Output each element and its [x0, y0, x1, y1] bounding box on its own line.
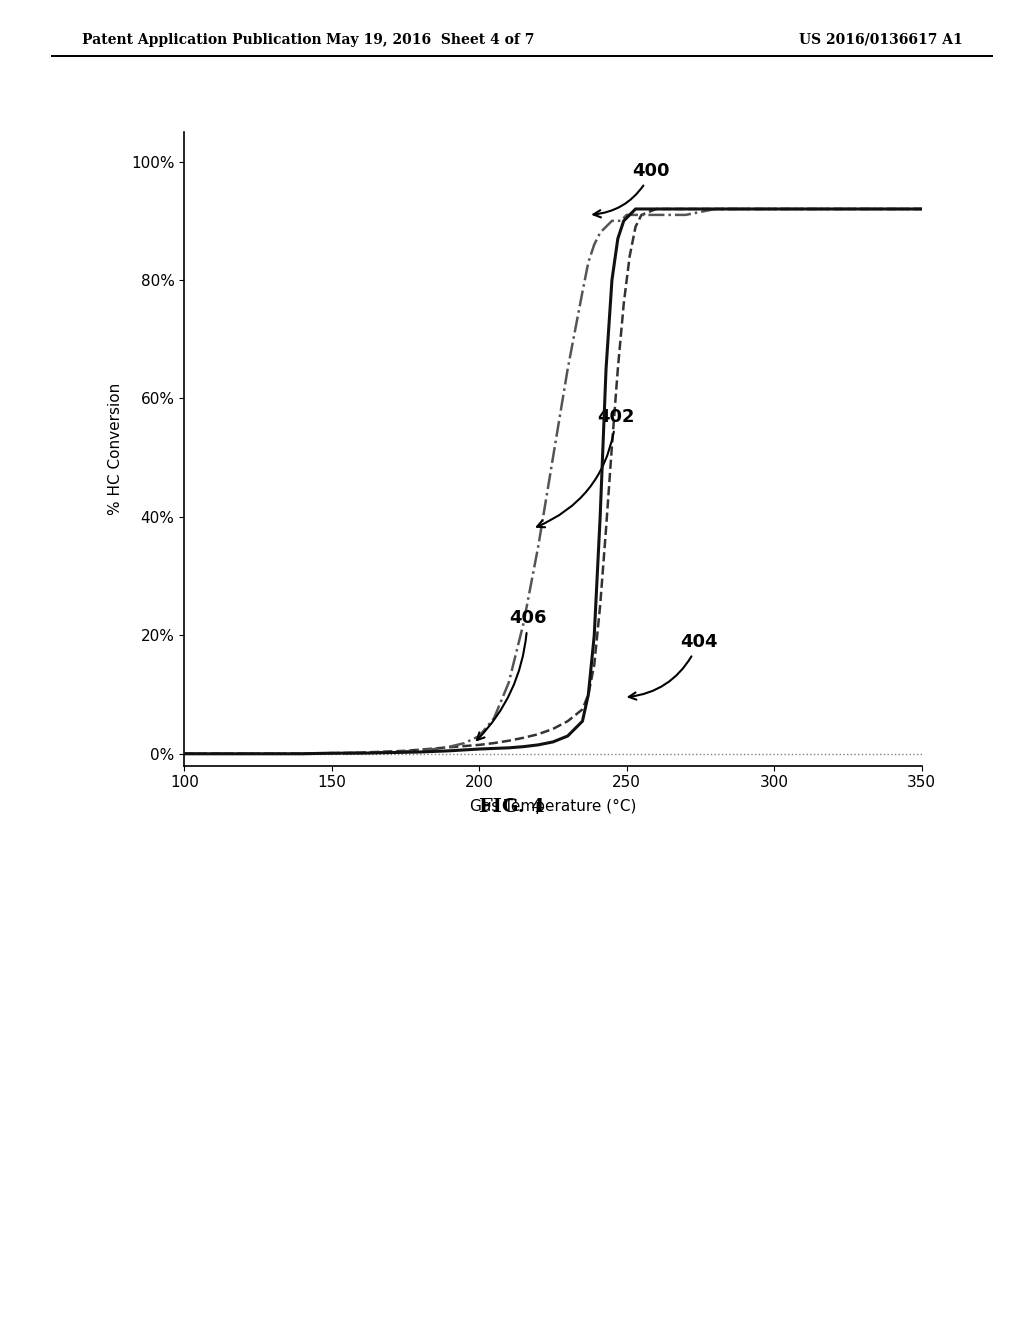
Text: 404: 404: [629, 634, 717, 700]
Text: 402: 402: [537, 408, 635, 527]
Text: 400: 400: [594, 162, 670, 218]
Text: US 2016/0136617 A1: US 2016/0136617 A1: [799, 33, 963, 46]
Text: May 19, 2016  Sheet 4 of 7: May 19, 2016 Sheet 4 of 7: [326, 33, 535, 46]
Y-axis label: % HC Conversion: % HC Conversion: [108, 383, 123, 515]
X-axis label: Gas Temperature (°C): Gas Temperature (°C): [470, 799, 636, 813]
Text: FIG. 4: FIG. 4: [479, 797, 545, 816]
Text: Patent Application Publication: Patent Application Publication: [82, 33, 322, 46]
Text: 406: 406: [477, 610, 546, 741]
